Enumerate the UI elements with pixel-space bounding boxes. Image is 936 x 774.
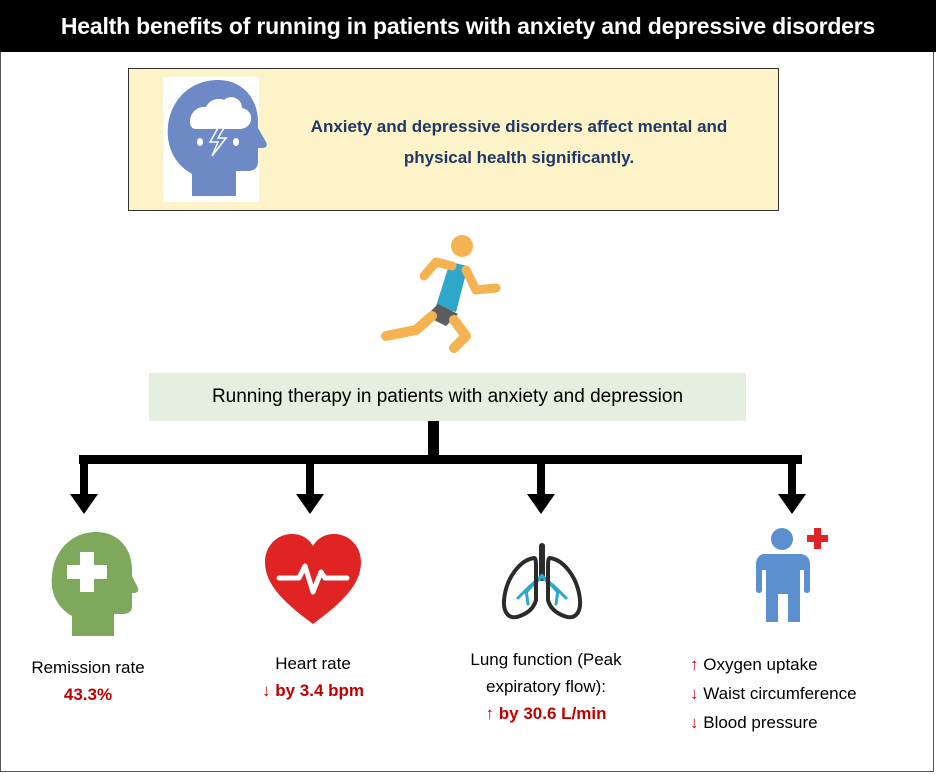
remission-value: 43.3%	[63, 685, 113, 704]
lung-change: ↑ by 30.6 L/min	[446, 700, 646, 727]
remission-label: Remission rate	[31, 658, 145, 677]
intro-text: Anxiety and depressive disorders affect …	[310, 117, 728, 167]
therapy-box: Running therapy in patients with anxiety…	[149, 373, 746, 421]
lung-label-line2: expiratory flow):	[486, 677, 606, 696]
heart-rate-label: Heart rate	[275, 654, 351, 673]
heart-rate-value: by 3.4 bpm	[275, 681, 365, 700]
arrow-to-body-metrics	[778, 460, 806, 514]
bp-text: Blood pressure	[703, 713, 818, 732]
waist-arrow: ↓	[690, 684, 699, 703]
list-item: ↓ Waist circumference	[690, 679, 857, 708]
lung-arrow: ↑	[485, 704, 495, 723]
list-item: ↓ Blood pressure	[690, 708, 857, 737]
figure-title: Health benefits of running in patients w…	[0, 0, 936, 52]
arrow-to-heart-rate	[296, 460, 324, 514]
outcome-remission: Remission rate 43.3%	[18, 654, 158, 708]
outcome-body-metrics: ↑ Oxygen uptake ↓ Waist circumference ↓ …	[690, 650, 857, 737]
head-storm-icon	[167, 80, 267, 196]
runner-icon	[381, 235, 501, 353]
heart-pulse-icon	[265, 534, 361, 624]
list-item: ↑ Oxygen uptake	[690, 650, 857, 679]
oxygen-arrow: ↑	[690, 655, 699, 674]
head-medical-cross-icon	[51, 532, 139, 636]
person-health-icon	[756, 528, 828, 622]
heart-rate-arrow: ↓	[261, 681, 271, 700]
lungs-icon	[501, 543, 583, 620]
lung-label-line1: Lung function (Peak	[470, 650, 622, 669]
oxygen-text: Oxygen uptake	[703, 655, 818, 674]
lung-value: by 30.6 L/min	[498, 704, 607, 723]
outcome-heart-rate: Heart rate ↓ by 3.4 bpm	[238, 650, 388, 704]
outcome-lung-function: Lung function (Peak expiratory flow): ↑ …	[446, 646, 646, 727]
arrow-to-remission	[70, 460, 98, 514]
arrow-to-lung-function	[527, 460, 555, 514]
heart-rate-change: ↓ by 3.4 bpm	[238, 677, 388, 704]
waist-text: Waist circumference	[703, 684, 857, 703]
bp-arrow: ↓	[690, 713, 699, 732]
